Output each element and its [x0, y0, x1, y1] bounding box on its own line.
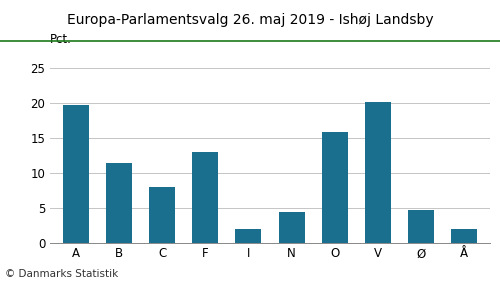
- Bar: [192, 151, 218, 243]
- Text: © Danmarks Statistik: © Danmarks Statistik: [5, 269, 118, 279]
- Bar: [408, 210, 434, 243]
- Bar: [451, 229, 477, 243]
- Text: Europa-Parlamentsvalg 26. maj 2019 - Ishøj Landsby: Europa-Parlamentsvalg 26. maj 2019 - Ish…: [66, 13, 434, 27]
- Bar: [149, 186, 175, 243]
- Text: Pct.: Pct.: [50, 33, 72, 46]
- Bar: [106, 163, 132, 243]
- Bar: [365, 102, 391, 243]
- Bar: [278, 212, 304, 243]
- Bar: [63, 105, 89, 243]
- Bar: [236, 228, 262, 243]
- Bar: [322, 132, 347, 243]
